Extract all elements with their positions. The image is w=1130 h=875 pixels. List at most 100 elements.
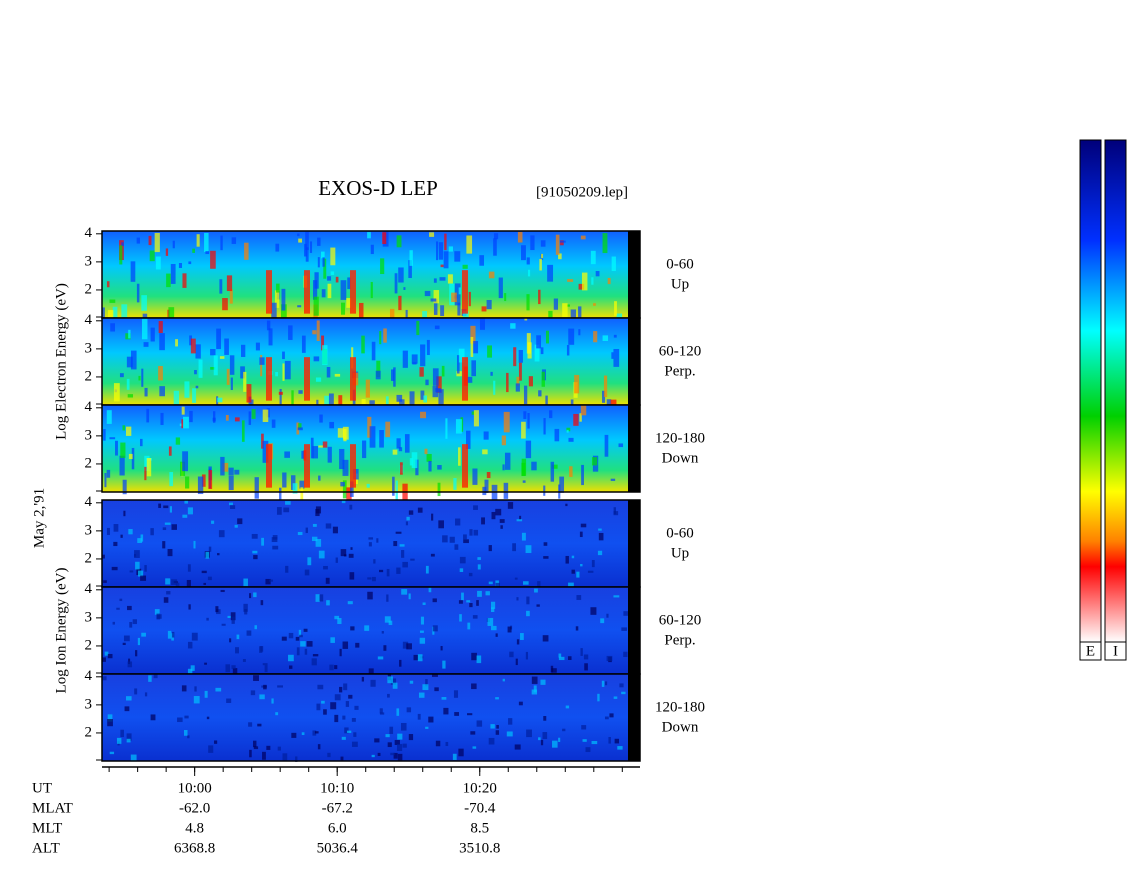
texture [243,371,247,392]
texture [567,279,574,282]
texture [442,535,448,543]
texture [585,747,591,753]
texture [368,668,374,675]
texture [395,531,402,534]
texture [335,557,338,563]
texture [288,654,294,662]
texture [327,752,331,758]
texture [498,277,503,299]
texture [146,408,150,423]
texture [116,737,122,744]
texture [127,605,132,611]
texture [312,280,318,300]
texture [519,515,522,520]
texture [312,654,319,657]
texture [134,550,140,558]
texture [297,305,302,308]
texture [337,428,344,438]
texture [462,270,468,314]
texture [309,241,313,253]
texture [304,569,310,576]
texture [170,263,176,284]
texture [533,685,537,693]
texture [580,405,587,416]
texture [490,724,495,729]
texture [130,350,137,370]
texture [603,375,608,398]
texture [361,335,365,354]
texture [350,547,353,550]
texture [466,235,473,254]
texture [521,462,526,477]
texture [126,738,131,743]
texture [578,306,582,326]
texture [304,648,308,655]
texture [271,419,276,428]
texture [466,430,471,449]
texture [359,302,364,320]
panel-label: 0-60 [666,256,694,272]
file-label: [91050209.lep] [536,184,628,200]
texture [222,298,228,311]
texture [291,390,294,406]
texture [203,582,207,585]
colorbar-label-box [1104,641,1127,661]
texture [495,697,499,700]
texture [322,441,328,448]
texture [204,662,207,665]
texture [129,570,134,573]
texture [115,440,118,456]
texture [437,465,442,470]
texture [340,302,346,315]
texture [327,283,332,299]
texture [284,451,290,458]
texture [110,323,116,332]
texture [128,529,133,535]
texture [488,271,495,279]
texture [285,501,291,505]
texture [537,581,541,590]
panel-sublabel: Perp. [664,632,695,648]
texture [330,637,335,643]
texture [503,411,510,433]
y-tick-label: 4 [85,494,93,510]
texture [242,659,246,662]
texture [334,714,339,723]
texture [166,591,171,595]
texture [305,527,308,533]
texture [144,387,148,397]
texture [432,625,438,632]
texture [530,235,535,251]
texture [468,572,473,577]
texture [523,411,527,419]
texture [348,694,353,699]
texture [581,272,588,291]
black-bar [628,231,640,318]
texture [403,287,406,290]
texture [259,646,263,653]
texture [266,444,272,488]
texture [226,368,230,385]
texture [542,732,548,740]
texture [175,582,180,590]
texture [518,349,523,363]
texture [417,507,423,513]
texture [130,754,137,762]
texture [579,531,583,538]
texture [171,579,178,585]
texture [122,479,127,495]
colorbar-label-box [1079,641,1102,661]
texture [368,537,374,540]
texture [234,469,240,475]
texture [536,335,542,349]
texture [377,752,381,757]
texture [477,564,481,570]
texture [432,386,439,398]
texture [473,505,478,510]
texture [512,543,517,552]
texture [516,376,520,386]
ephemeris-value: 6.0 [328,820,347,836]
texture [319,594,324,602]
texture [386,594,389,602]
texture [508,718,513,725]
